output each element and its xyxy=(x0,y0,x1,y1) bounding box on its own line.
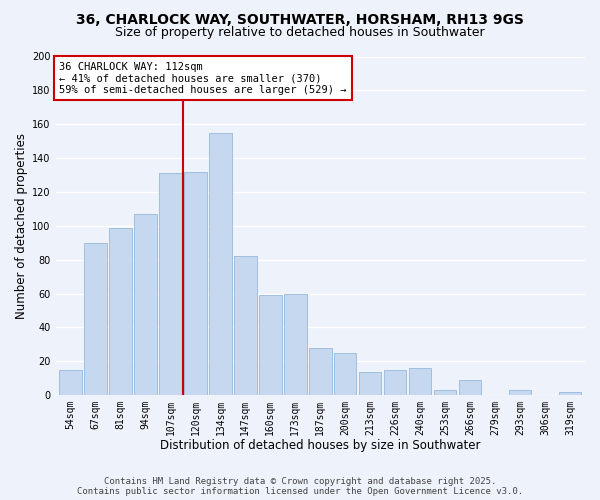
Bar xyxy=(109,228,132,395)
Bar xyxy=(409,368,431,395)
X-axis label: Distribution of detached houses by size in Southwater: Distribution of detached houses by size … xyxy=(160,440,481,452)
Bar xyxy=(284,294,307,395)
Bar xyxy=(84,243,107,395)
Bar xyxy=(334,353,356,395)
Text: Contains HM Land Registry data © Crown copyright and database right 2025.
Contai: Contains HM Land Registry data © Crown c… xyxy=(77,476,523,496)
Bar xyxy=(559,392,581,395)
Text: Size of property relative to detached houses in Southwater: Size of property relative to detached ho… xyxy=(115,26,485,39)
Bar xyxy=(434,390,457,395)
Bar xyxy=(359,372,382,395)
Bar xyxy=(234,256,257,395)
Bar xyxy=(509,390,532,395)
Text: 36, CHARLOCK WAY, SOUTHWATER, HORSHAM, RH13 9GS: 36, CHARLOCK WAY, SOUTHWATER, HORSHAM, R… xyxy=(76,12,524,26)
Bar xyxy=(159,174,182,395)
Bar xyxy=(309,348,332,395)
Bar xyxy=(134,214,157,395)
Bar xyxy=(59,370,82,395)
Text: 36 CHARLOCK WAY: 112sqm
← 41% of detached houses are smaller (370)
59% of semi-d: 36 CHARLOCK WAY: 112sqm ← 41% of detache… xyxy=(59,62,347,95)
Y-axis label: Number of detached properties: Number of detached properties xyxy=(15,133,28,319)
Bar xyxy=(209,132,232,395)
Bar xyxy=(459,380,481,395)
Bar xyxy=(259,296,281,395)
Bar xyxy=(384,370,406,395)
Bar xyxy=(184,172,206,395)
